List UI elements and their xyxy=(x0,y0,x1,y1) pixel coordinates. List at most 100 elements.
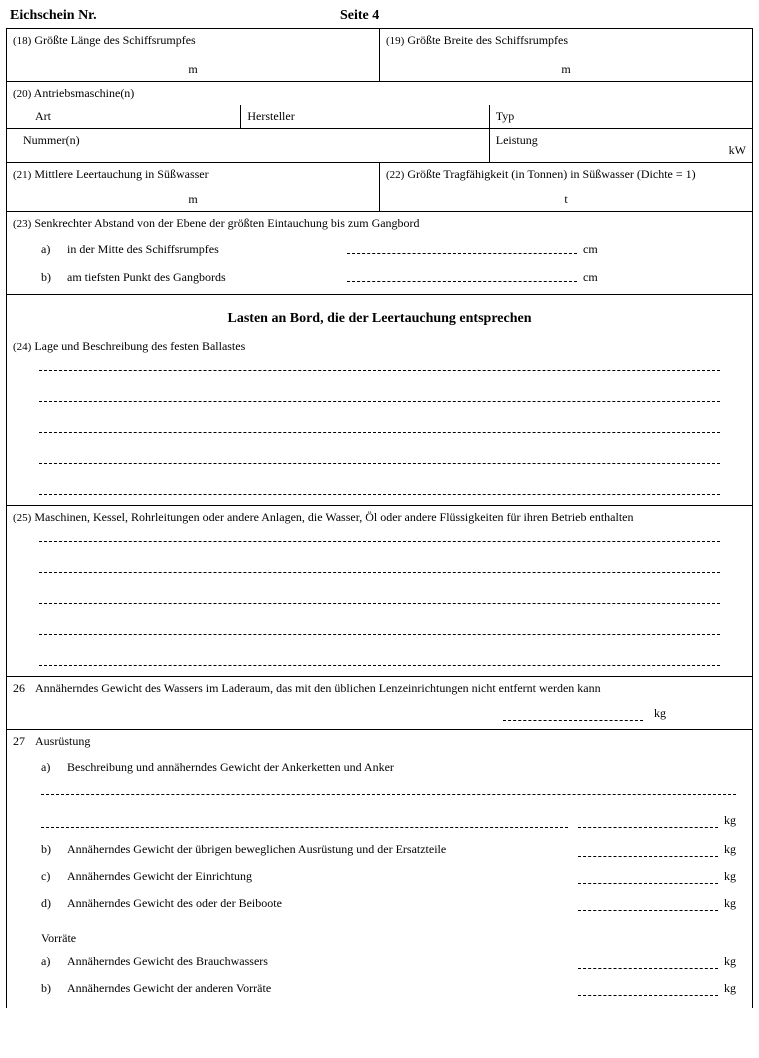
label-21: Mittlere Leertauchung in Süßwasser xyxy=(34,167,208,181)
mk-27b: b) xyxy=(41,842,67,857)
cell-25: (25) Maschinen, Kessel, Rohrleitungen od… xyxy=(7,506,753,677)
row-27a-head: a) Beschreibung und annäherndes Gewicht … xyxy=(41,757,736,778)
label-23: Senkrechter Abstand von der Ebene der gr… xyxy=(34,216,419,230)
label-24: Lage und Beschreibung des festen Ballast… xyxy=(34,339,245,353)
row-27b: b) Annäherndes Gewicht der übrigen beweg… xyxy=(41,840,736,859)
num-19: (19) xyxy=(386,35,404,47)
field-23a[interactable] xyxy=(347,242,577,254)
label-27d: Annäherndes Gewicht des oder der Beiboot… xyxy=(67,896,282,911)
cell-22: (22) Größte Tragfähigkeit (in Tonnen) in… xyxy=(379,163,752,212)
unit-18: m xyxy=(13,48,373,77)
label-19: Größte Breite des Schiffsrumpfes xyxy=(407,33,568,47)
label-27c: Annäherndes Gewicht der Einrichtung xyxy=(67,869,252,884)
header-left: Eichschein Nr. xyxy=(10,8,340,24)
num-23: (23) xyxy=(13,218,31,230)
mk-27vb: b) xyxy=(41,981,67,996)
row-23a: a) in der Mitte des Schiffsrumpfes cm xyxy=(41,239,746,260)
cell-20-art: Art xyxy=(7,105,241,129)
unit-27a: kg xyxy=(718,813,736,828)
unit-23b: cm xyxy=(577,270,598,285)
line-25-4[interactable] xyxy=(39,634,720,635)
field-27b[interactable] xyxy=(578,845,718,857)
mk-27d: d) xyxy=(41,896,67,911)
cell-20-head: (20) Antriebsmaschine(n) xyxy=(7,82,753,106)
num-22: (22) xyxy=(386,169,404,181)
label-25: Maschinen, Kessel, Rohrleitungen oder an… xyxy=(34,510,633,524)
line-25-5[interactable] xyxy=(39,665,720,666)
label-27va: Annäherndes Gewicht des Brauchwassers xyxy=(67,954,268,969)
label-18: Größte Länge des Schiffsrumpfes xyxy=(34,33,195,47)
line-25-2[interactable] xyxy=(39,572,720,573)
label-27: Ausrüstung xyxy=(35,734,90,749)
row-27c: c) Annäherndes Gewicht der Einrichtung k… xyxy=(41,867,736,886)
field-26[interactable] xyxy=(503,709,643,721)
line-24-5[interactable] xyxy=(39,494,720,495)
cell-19: (19) Größte Breite des Schiffsrumpfes m xyxy=(379,29,752,82)
field-27va[interactable] xyxy=(578,957,718,969)
mk-27va: a) xyxy=(41,954,67,969)
row-27a-val: kg xyxy=(41,811,736,830)
label-vorraete: Vorräte xyxy=(41,913,736,952)
line-24-3[interactable] xyxy=(39,432,720,433)
unit-27b: kg xyxy=(724,842,736,857)
unit-26: kg xyxy=(654,706,666,720)
lines-25 xyxy=(13,525,746,672)
unit-27vb: kg xyxy=(724,981,736,996)
cell-20-hersteller: Hersteller xyxy=(241,105,489,129)
label-27a: Beschreibung und annäherndes Gewicht der… xyxy=(67,760,394,775)
line-25-1[interactable] xyxy=(39,541,720,542)
label-20-art: Art xyxy=(13,109,234,124)
unit-27c: kg xyxy=(724,869,736,884)
label-23a: in der Mitte des Schiffsrumpfes xyxy=(67,242,347,257)
num-25: (25) xyxy=(13,512,31,524)
label-27b: Annäherndes Gewicht der übrigen beweglic… xyxy=(67,842,446,857)
cell-21: (21) Mittlere Leertauchung in Süßwasser … xyxy=(7,163,380,212)
label-20-hersteller: Hersteller xyxy=(247,109,294,123)
label-23b: am tiefsten Punkt des Gangbords xyxy=(67,270,347,285)
cell-23: (23) Senkrechter Abstand von der Ebene d… xyxy=(7,212,753,295)
num-18: (18) xyxy=(13,35,31,47)
label-20-nummern: Nummer(n) xyxy=(13,133,483,148)
cell-20-nummern: Nummer(n) xyxy=(7,129,490,163)
line-27a-1[interactable] xyxy=(41,794,736,795)
num-27: 27 xyxy=(13,734,35,749)
unit-27d: kg xyxy=(724,896,736,911)
line-24-4[interactable] xyxy=(39,463,720,464)
label-27vb: Annäherndes Gewicht der anderen Vorräte xyxy=(67,981,271,996)
unit-23a: cm xyxy=(577,242,598,257)
form-table: (18) Größte Länge des Schiffsrumpfes m (… xyxy=(6,28,753,1008)
label-26: Annäherndes Gewicht des Wassers im Lader… xyxy=(35,681,601,696)
lines-24 xyxy=(13,354,746,501)
num-26: 26 xyxy=(13,681,35,696)
unit-21: m xyxy=(13,182,373,207)
page-header: Eichschein Nr. Seite 4 xyxy=(6,6,753,28)
num-24: (24) xyxy=(13,341,31,353)
field-23b[interactable] xyxy=(347,270,577,282)
cell-20-typ: Typ xyxy=(489,105,752,129)
field-27c[interactable] xyxy=(578,872,718,884)
unit-20-leistung: kW xyxy=(729,133,746,158)
field-27vb[interactable] xyxy=(578,984,718,996)
cell-24: Lasten an Bord, die der Leertauchung ent… xyxy=(7,295,753,506)
field-27d[interactable] xyxy=(578,899,718,911)
line-24-2[interactable] xyxy=(39,401,720,402)
header-page: Seite 4 xyxy=(340,8,749,24)
unit-22: t xyxy=(386,182,746,207)
form-page: Eichschein Nr. Seite 4 (18) Größte Länge… xyxy=(6,6,753,1008)
label-20-leistung: Leistung xyxy=(496,133,538,158)
unit-27va: kg xyxy=(724,954,736,969)
mk-27a: a) xyxy=(41,760,67,775)
line-25-3[interactable] xyxy=(39,603,720,604)
field-27a-val[interactable] xyxy=(578,816,718,828)
cell-26: 26 Annäherndes Gewicht des Wassers im La… xyxy=(7,677,753,730)
num-21: (21) xyxy=(13,169,31,181)
row-27va: a) Annäherndes Gewicht des Brauchwassers… xyxy=(41,952,736,971)
line-24-1[interactable] xyxy=(39,370,720,371)
mk-27c: c) xyxy=(41,869,67,884)
cell-20-leistung: Leistung kW xyxy=(489,129,752,163)
row-23b: b) am tiefsten Punkt des Gangbords cm xyxy=(41,260,746,288)
cell-27: 27 Ausrüstung a) Beschreibung und annähe… xyxy=(7,730,753,1009)
mk-23b: b) xyxy=(41,270,67,285)
field-27a-desc[interactable] xyxy=(41,816,568,828)
row-27vb: b) Annäherndes Gewicht der anderen Vorrä… xyxy=(41,979,736,1002)
